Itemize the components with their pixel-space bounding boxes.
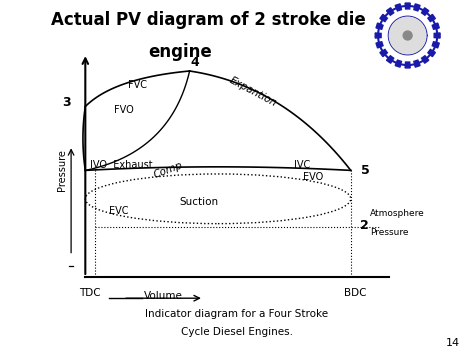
Text: EVC: EVC: [109, 206, 128, 216]
Polygon shape: [386, 56, 394, 63]
Text: 2: 2: [360, 219, 369, 232]
Text: FVC: FVC: [128, 80, 147, 90]
Text: Pressure: Pressure: [370, 228, 408, 237]
Polygon shape: [434, 33, 440, 38]
Text: FVO: FVO: [114, 105, 134, 115]
Text: BDC: BDC: [344, 288, 367, 297]
Text: 3: 3: [62, 97, 71, 109]
Polygon shape: [414, 60, 420, 67]
Polygon shape: [405, 62, 410, 68]
Polygon shape: [421, 56, 429, 63]
Text: EVO: EVO: [303, 173, 324, 182]
Polygon shape: [386, 8, 394, 15]
Text: IVO  Exhaust: IVO Exhaust: [90, 160, 153, 170]
Polygon shape: [428, 14, 436, 22]
Polygon shape: [432, 23, 439, 29]
Polygon shape: [414, 4, 420, 11]
Text: 4: 4: [190, 56, 199, 69]
Circle shape: [403, 31, 412, 40]
Polygon shape: [421, 8, 429, 15]
Polygon shape: [395, 4, 401, 11]
Polygon shape: [376, 23, 383, 29]
Text: 5: 5: [361, 164, 369, 177]
Text: 14: 14: [446, 338, 460, 348]
Text: Comp: Comp: [152, 160, 183, 180]
Text: Expantion: Expantion: [228, 76, 278, 109]
Polygon shape: [395, 60, 401, 67]
Polygon shape: [380, 49, 387, 57]
Text: Pressure: Pressure: [56, 149, 67, 191]
Text: IVC: IVC: [294, 160, 310, 170]
Polygon shape: [432, 42, 439, 48]
Text: TDC: TDC: [79, 288, 101, 297]
Text: Volume: Volume: [144, 291, 183, 301]
Text: Suction: Suction: [180, 197, 219, 207]
Polygon shape: [428, 49, 436, 57]
Polygon shape: [375, 33, 381, 38]
Polygon shape: [405, 3, 410, 9]
Text: Actual PV diagram of 2 stroke die: Actual PV diagram of 2 stroke die: [51, 11, 366, 29]
Text: Cycle Diesel Engines.: Cycle Diesel Engines.: [181, 327, 293, 337]
Text: engine: engine: [148, 43, 212, 61]
Text: Atmosphere: Atmosphere: [370, 208, 425, 218]
Polygon shape: [380, 14, 387, 22]
Circle shape: [389, 17, 426, 54]
Polygon shape: [376, 42, 383, 48]
Text: Indicator diagram for a Four Stroke: Indicator diagram for a Four Stroke: [146, 309, 328, 319]
